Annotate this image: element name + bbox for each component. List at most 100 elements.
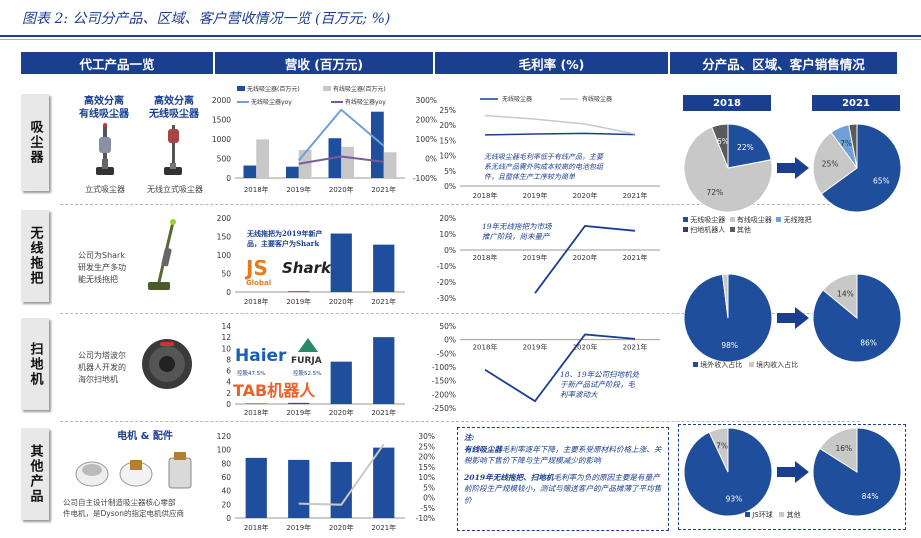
cordless-vacuum-image [164, 125, 182, 175]
x-tick-label: 2019年 [523, 191, 548, 200]
legend-swatch [745, 512, 750, 517]
y-tick-label: 60 [221, 473, 231, 482]
note-p2-text: 毛利率为负的原因主要是有量产前阶段生产规模较小，测试与赠送客户的产品摊薄了平均售… [464, 472, 662, 505]
mop-margin-annotation: 19年无线拖把为市场 推广阶段，尚未量产 [482, 222, 552, 241]
bar [286, 166, 299, 178]
bar [383, 152, 397, 178]
x-tick-label: 2020年 [329, 185, 354, 194]
furja-logo: FURJA [291, 356, 322, 366]
y-tick-label: 15% [439, 136, 456, 145]
title-rule-thin [0, 39, 921, 40]
x-tick-label: 2020年 [329, 297, 354, 306]
y-tick-label: 2 [226, 389, 231, 398]
product-title-wired: 高效分离 有线吸尘器 [79, 96, 129, 120]
legend-label: JS环球 [752, 511, 773, 519]
legend-swatch [779, 512, 785, 517]
y-tick-label: 8 [226, 355, 231, 364]
client-pies-box [678, 424, 906, 530]
row-label-mop: 无线拖把 [21, 210, 49, 302]
y-tick-label: -10% [416, 514, 435, 523]
bar [288, 402, 310, 404]
legend-label: 其他 [786, 511, 801, 519]
legend-swatch [693, 362, 698, 367]
y-tick-label: 200 [217, 214, 232, 223]
y-tick-label: 15% [418, 463, 435, 472]
x-tick-label: 2018年 [473, 343, 498, 352]
y-tick-label: 1500 [212, 116, 231, 125]
note-paragraph-1: 有线吸尘器毛利率逐年下降，主要系受原材料价格上涨、关税影响下售价下降与生产规模减… [464, 444, 662, 467]
legend-swatch [729, 217, 735, 222]
bar [330, 461, 352, 518]
legend-label: 境内收入占比 [756, 361, 799, 369]
legend-swatch [323, 86, 331, 91]
legend-swatch [776, 217, 782, 222]
pie-value-label: 16% [836, 444, 853, 453]
pie-value-label: 6% [717, 137, 729, 146]
header-margin: 毛利率 (%) [435, 52, 668, 74]
pie-slice [820, 123, 902, 213]
pie-value-label: 7% [716, 441, 728, 450]
bar [245, 403, 267, 404]
note-p1-bold: 有线吸尘器 [464, 444, 502, 454]
y-tick-label: 0% [444, 246, 456, 255]
x-tick-label: 2020年 [573, 343, 598, 352]
bar [341, 146, 354, 178]
y-tick-label: 5% [423, 483, 435, 492]
js-logo-sub: Global [246, 279, 272, 287]
y-tick-label: -150% [432, 377, 456, 386]
x-tick-label: 2018年 [473, 191, 498, 200]
y-tick-label: 5% [444, 167, 456, 176]
right-arrow-icon [777, 157, 809, 179]
legend-label: 扫地机器人 [690, 226, 726, 234]
pie-value-label: 25% [822, 160, 839, 169]
haier-logo: Haier [235, 346, 287, 366]
y-tick-label: -30% [437, 294, 456, 303]
legend-label: 无线吸尘器(百万元) [247, 85, 300, 93]
haier-stake: 控股47.5% [237, 371, 266, 377]
x-tick-label: 2021年 [371, 408, 396, 417]
x-tick-label: 2019年 [286, 185, 311, 194]
pie-legend-products: 无线吸尘器 有线吸尘器 无线拖把 扫地机器人 其他 [683, 215, 812, 235]
y-tick-label: 10% [439, 152, 456, 161]
row-label-other: 其他产品 [21, 428, 49, 520]
legend-label: 有线吸尘器 [582, 95, 612, 103]
mop-revenue-chart: 200 150 100 50 0 2018年 2019年 2020年 2021年 [217, 214, 405, 306]
robot-margin-chart: 50% 0% -50% -100% -150% -200% -250% 2018年 2019年 2… [432, 322, 660, 413]
y-tick-label: 100% [416, 135, 437, 144]
legend-label: 无线拖把 [783, 216, 812, 224]
y-tick-label: 300% [416, 96, 437, 105]
pie-slice [727, 123, 772, 169]
figure-title: 图表 2: 公司分产品、区域、客户营收情况一览 (百万元; %) [22, 11, 391, 27]
bar [373, 244, 395, 292]
legend-swatch [683, 217, 688, 222]
vacuum-margin-chart: 25% 20% 15% 10% 5% 0% 无线吸尘器 有线吸尘器 2018年 2019年 2020… [439, 95, 660, 200]
y-tick-label: 30% [418, 432, 435, 441]
bar [288, 291, 310, 292]
product-caption-cordless: 无线立式吸尘器 [147, 185, 203, 194]
pie-value-label: 93% [726, 495, 743, 504]
right-arrow-icon [777, 461, 809, 483]
mop-revenue-annotation: 无线拖把为2019年新产 品，主要客户为Shark [247, 229, 323, 248]
series-line [298, 155, 384, 165]
parts-title: 电机 & 配件 [117, 431, 173, 442]
legend-label: 其他 [736, 226, 751, 234]
y-tick-label: 0 [226, 174, 231, 183]
right-arrow-icon [777, 307, 809, 329]
y-tick-label: 1000 [212, 135, 231, 144]
y-tick-label: 10% [418, 473, 435, 482]
y-tick-label: 0 [226, 400, 231, 409]
row-label-vacuum: 吸尘器 [21, 94, 49, 191]
legend-label: 无线吸尘器 [502, 95, 532, 103]
x-tick-label: 2019年 [286, 297, 311, 306]
pie-slice [819, 427, 858, 473]
row-label-robot: 扫地机 [21, 318, 49, 410]
y-tick-label: 100 [217, 251, 232, 260]
series-line [484, 132, 636, 136]
x-tick-label: 2021年 [371, 523, 396, 532]
y-tick-label: 10% [439, 230, 456, 239]
y-tick-label: 12 [221, 333, 231, 342]
legend-label: 无线吸尘器 [690, 216, 726, 224]
y-tick-label: 20% [418, 453, 435, 462]
y-tick-label: 10 [221, 344, 231, 353]
x-tick-label: 2019年 [523, 253, 548, 262]
